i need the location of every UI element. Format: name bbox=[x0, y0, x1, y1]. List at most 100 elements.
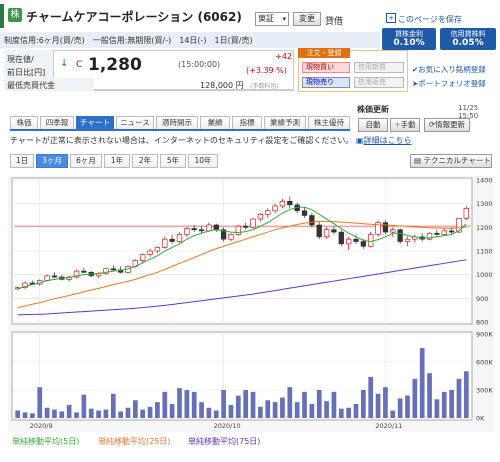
fee-box-margin[interactable]: 信用貸株料 0.05% bbox=[440, 28, 496, 50]
prev-diff-label: 前日比[円] bbox=[7, 68, 46, 77]
price-axis-labels: 800 900 1000 1100 1200 1300 1400 bbox=[476, 177, 493, 327]
candle-body bbox=[434, 232, 440, 235]
current-price: 1,280 bbox=[88, 55, 142, 75]
tab-news[interactable]: ニュース bbox=[116, 116, 154, 130]
candle-body bbox=[279, 200, 286, 207]
credit-info-bar: 制度信用:6ヶ月(買/売) 一般信用:無期限(買/-) 14日(-) 1日(買/… bbox=[0, 32, 380, 48]
price-tick-label: 1300 bbox=[476, 200, 493, 208]
ma75-line bbox=[17, 259, 467, 316]
candle-body bbox=[73, 270, 80, 278]
spot-buy-button[interactable]: 現物買い bbox=[302, 62, 350, 73]
spot-sell-button[interactable]: 現物売り bbox=[302, 77, 350, 88]
tab-chart[interactable]: チャート bbox=[76, 116, 114, 130]
tab-disclosure[interactable]: 適時開示 bbox=[156, 116, 198, 130]
price-tick-label: 800 bbox=[476, 319, 488, 327]
favorite-link-label: お気に入り銘柄登録 bbox=[418, 65, 486, 74]
volume-bar bbox=[243, 390, 249, 418]
candle-body bbox=[110, 268, 116, 271]
candle-body bbox=[331, 229, 337, 233]
volume-bar bbox=[375, 393, 381, 418]
notice-detail-link[interactable]: 詳細はこちら bbox=[363, 136, 412, 145]
volume-bar bbox=[302, 391, 307, 418]
order-panel-head: 注文・登録 bbox=[298, 48, 350, 58]
candle-body bbox=[309, 215, 315, 226]
volume-bar bbox=[30, 413, 35, 418]
candle-body bbox=[397, 229, 403, 242]
volume-bar bbox=[213, 410, 219, 418]
chevron-down-icon: ▾ bbox=[282, 15, 286, 23]
margin-buy-button[interactable]: 信用新買 bbox=[354, 62, 404, 73]
volume-bar bbox=[456, 378, 462, 418]
technical-chart-button[interactable]: ▤ テクニカルチャート bbox=[410, 154, 492, 168]
volume-tick-label: 300K bbox=[476, 387, 493, 395]
candle-body bbox=[103, 268, 109, 274]
volume-bar bbox=[199, 402, 204, 418]
loan-label: 貸借 bbox=[325, 17, 344, 27]
manual-update-button[interactable]: +手動 bbox=[390, 118, 420, 132]
candle-body bbox=[448, 230, 455, 233]
portfolio-link-label: ポートフォリオ登録 bbox=[418, 79, 486, 88]
period-5y-button[interactable]: 5年 bbox=[160, 154, 186, 168]
market-select[interactable]: 東証 ▾ bbox=[255, 12, 289, 26]
chart-icon: ▤ bbox=[414, 156, 422, 165]
price-tick-label: 1400 bbox=[476, 177, 493, 185]
candle-body bbox=[368, 234, 374, 247]
chart-notice: チャートが正常に表示されない場合は、インターネットのセキュリティ設定をご確認くだ… bbox=[10, 135, 412, 146]
volume-bar bbox=[15, 410, 21, 418]
bookmark-icon[interactable]: + bbox=[386, 13, 396, 23]
change-button[interactable]: 変更 bbox=[293, 12, 321, 26]
fee-box-lending[interactable]: 貸株金利 0.10% bbox=[382, 28, 436, 50]
volume-bar bbox=[368, 376, 374, 418]
current-price-label: 現在値/ bbox=[7, 55, 34, 64]
favorite-link[interactable]: ✔お気に入り銘柄登録 bbox=[412, 65, 486, 74]
refresh-button[interactable]: ⟳情報更新 bbox=[424, 118, 470, 132]
period-6m-button[interactable]: 6ヶ月 bbox=[70, 154, 102, 168]
candle-body bbox=[198, 229, 205, 232]
volume-bar bbox=[434, 399, 440, 418]
candle-body bbox=[213, 224, 219, 231]
tab-price[interactable]: 株価 bbox=[10, 116, 38, 130]
price-time: (15:00:00) bbox=[178, 60, 221, 69]
volume-bar bbox=[309, 404, 315, 418]
period-1y-button[interactable]: 1年 bbox=[104, 154, 130, 168]
period-3m-button[interactable]: 3ヶ月 bbox=[36, 154, 68, 168]
tab-forecast[interactable]: 業績予測 bbox=[264, 116, 306, 130]
page-title: チャームケアコーポレーション (6062) bbox=[26, 10, 242, 24]
candle-body bbox=[220, 229, 227, 240]
period-2y-button[interactable]: 2年 bbox=[132, 154, 158, 168]
candle-body bbox=[353, 238, 359, 242]
tab-results[interactable]: 業績 bbox=[200, 116, 230, 130]
tab-shikiho[interactable]: 四季報 bbox=[40, 116, 74, 130]
margin-sell-button[interactable]: 信用返売 bbox=[354, 77, 404, 88]
candle-body bbox=[162, 238, 168, 248]
tab-indicators[interactable]: 指標 bbox=[232, 116, 262, 130]
volume-bar bbox=[162, 391, 168, 418]
fee-value: 0.10% bbox=[393, 38, 425, 48]
portfolio-link[interactable]: ➤ポートフォリオ登録 bbox=[412, 79, 486, 88]
candle-body bbox=[22, 282, 28, 288]
volume-bar bbox=[81, 394, 87, 418]
auto-update-button[interactable]: 自動 bbox=[358, 118, 388, 132]
volume-bar bbox=[280, 397, 285, 418]
tab-benefits[interactable]: 株主優待 bbox=[308, 116, 350, 130]
volume-bar bbox=[463, 371, 469, 418]
bookmark-link[interactable]: このページを保存 bbox=[398, 15, 462, 24]
ma25-line bbox=[17, 220, 467, 309]
period-10y-button[interactable]: 10年 bbox=[188, 154, 218, 168]
min-trade-note: (手数料別) bbox=[250, 83, 279, 90]
technical-chart-label: テクニカルチャート bbox=[423, 156, 491, 165]
volume-bar bbox=[441, 391, 447, 418]
volume-bar bbox=[59, 411, 65, 418]
volume-bar bbox=[390, 410, 396, 418]
candle-body bbox=[360, 241, 367, 247]
volume-bar bbox=[228, 404, 234, 418]
volume-bar bbox=[324, 401, 329, 418]
close-mark: C bbox=[76, 60, 83, 70]
period-1d-button[interactable]: 1日 bbox=[10, 154, 34, 168]
date-tick-label: 2020/11 bbox=[375, 422, 402, 430]
candle-body bbox=[426, 232, 433, 240]
fee-value: 0.05% bbox=[452, 38, 484, 48]
volume-bar bbox=[74, 412, 79, 418]
volume-bar bbox=[110, 393, 116, 418]
volume-bar bbox=[405, 395, 410, 418]
